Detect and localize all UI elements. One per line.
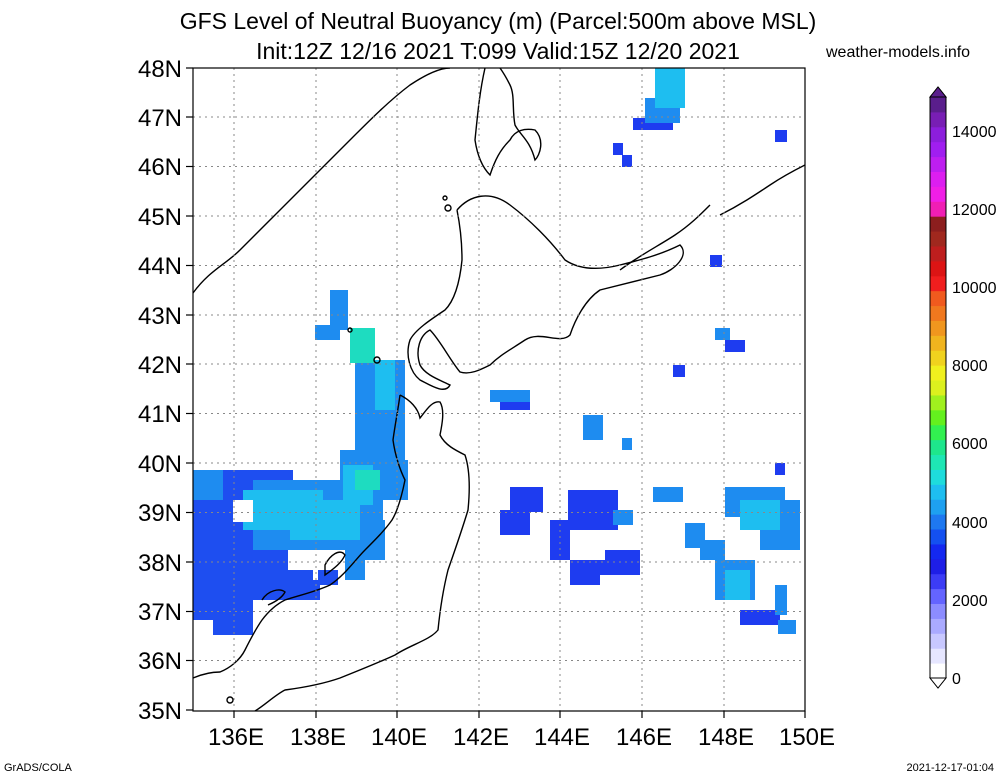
colorbar-segment — [930, 305, 946, 321]
map-title: GFS Level of Neutral Buoyancy (m) (Parce… — [179, 8, 817, 34]
lat-label: 47N — [138, 105, 182, 132]
colorbar-label: 8000 — [952, 358, 988, 375]
colorbar-segment — [930, 171, 946, 187]
lat-label: 35N — [138, 698, 182, 725]
colorbar-segment — [930, 156, 946, 172]
colorbar-segment — [930, 603, 946, 619]
axis-ticks — [186, 67, 806, 718]
lat-label: 44N — [138, 253, 182, 280]
graticule — [193, 68, 805, 711]
colorbar-segment — [930, 290, 946, 307]
colorbar-segment — [930, 514, 946, 530]
colorbar-label: 0 — [952, 671, 961, 688]
colorbar-segment — [930, 484, 946, 500]
colorbar-segment — [930, 633, 946, 649]
lon-label: 140E — [371, 724, 427, 751]
lat-label: 42N — [138, 352, 182, 379]
lat-label: 40N — [138, 451, 182, 478]
colorbar-segment — [930, 454, 946, 470]
colorbar-segment — [930, 424, 946, 441]
colorbar-label: 4000 — [952, 515, 988, 532]
source-label: weather-models.info — [826, 44, 971, 61]
colorbar-label: 12000 — [952, 202, 997, 219]
colorbar-segment — [930, 126, 946, 143]
lat-label: 46N — [138, 154, 182, 181]
colorbar — [928, 86, 948, 689]
colorbar-segment — [930, 201, 946, 217]
colorbar-segment — [930, 186, 946, 202]
colorbar-segment — [930, 499, 946, 515]
lat-label: 48N — [138, 56, 182, 83]
colorbar-segment — [930, 573, 946, 590]
colorbar-segment — [930, 558, 946, 575]
colorbar-segment — [930, 394, 946, 411]
colorbar-segment — [930, 97, 946, 113]
colorbar-segment — [930, 529, 946, 545]
lon-label: 138E — [290, 724, 346, 751]
colorbar-label: 6000 — [952, 436, 988, 453]
lon-label: 144E — [534, 724, 590, 751]
colorbar-segment — [930, 216, 946, 232]
lat-label: 45N — [138, 204, 182, 231]
lon-label: 146E — [616, 724, 672, 751]
colorbar-segment — [930, 588, 946, 605]
colorbar-segment — [930, 365, 946, 381]
colorbar-segment — [930, 439, 946, 456]
map-subtitle: Init:12Z 12/16 2021 T:099 Valid:15Z 12/2… — [256, 38, 740, 64]
lon-label: 150E — [779, 724, 835, 751]
colorbar-cap-bottom — [928, 677, 948, 689]
lat-label: 43N — [138, 303, 182, 330]
colorbar-segment — [930, 111, 946, 128]
colorbar-label: 14000 — [952, 124, 997, 141]
lat-label: 39N — [138, 500, 182, 527]
lat-label: 36N — [138, 648, 182, 675]
colorbar-segment — [930, 469, 946, 485]
colorbar-segment — [930, 141, 946, 158]
buoyancy-field — [193, 68, 800, 635]
colorbar-segment — [930, 648, 946, 664]
lon-label: 142E — [453, 724, 509, 751]
colorbar-segment — [930, 231, 946, 247]
footer-timestamp: 2021-12-17-01:04 — [906, 762, 994, 774]
colorbar-segment — [930, 275, 946, 292]
colorbar-segment — [930, 335, 946, 351]
colorbar-label: 10000 — [952, 280, 997, 297]
colorbar-segment — [930, 320, 946, 336]
colorbar-cap-top — [928, 86, 948, 98]
colorbar-segment — [930, 350, 946, 366]
lat-label: 37N — [138, 599, 182, 626]
colorbar-segment — [930, 618, 946, 634]
colorbar-segment — [930, 245, 946, 262]
colorbar-segment — [930, 409, 946, 426]
colorbar-label: 2000 — [952, 593, 988, 610]
colorbar-segment — [930, 543, 946, 560]
colorbar-segment — [930, 260, 946, 277]
lat-label: 41N — [138, 401, 182, 428]
footer-software: GrADS/COLA — [4, 762, 72, 774]
lon-label: 136E — [208, 724, 264, 751]
lat-label: 38N — [138, 550, 182, 577]
coastlines — [193, 68, 805, 711]
colorbar-segment — [930, 663, 946, 679]
lon-label: 148E — [698, 724, 754, 751]
colorbar-segment — [930, 380, 946, 396]
map-frame — [192, 67, 806, 712]
